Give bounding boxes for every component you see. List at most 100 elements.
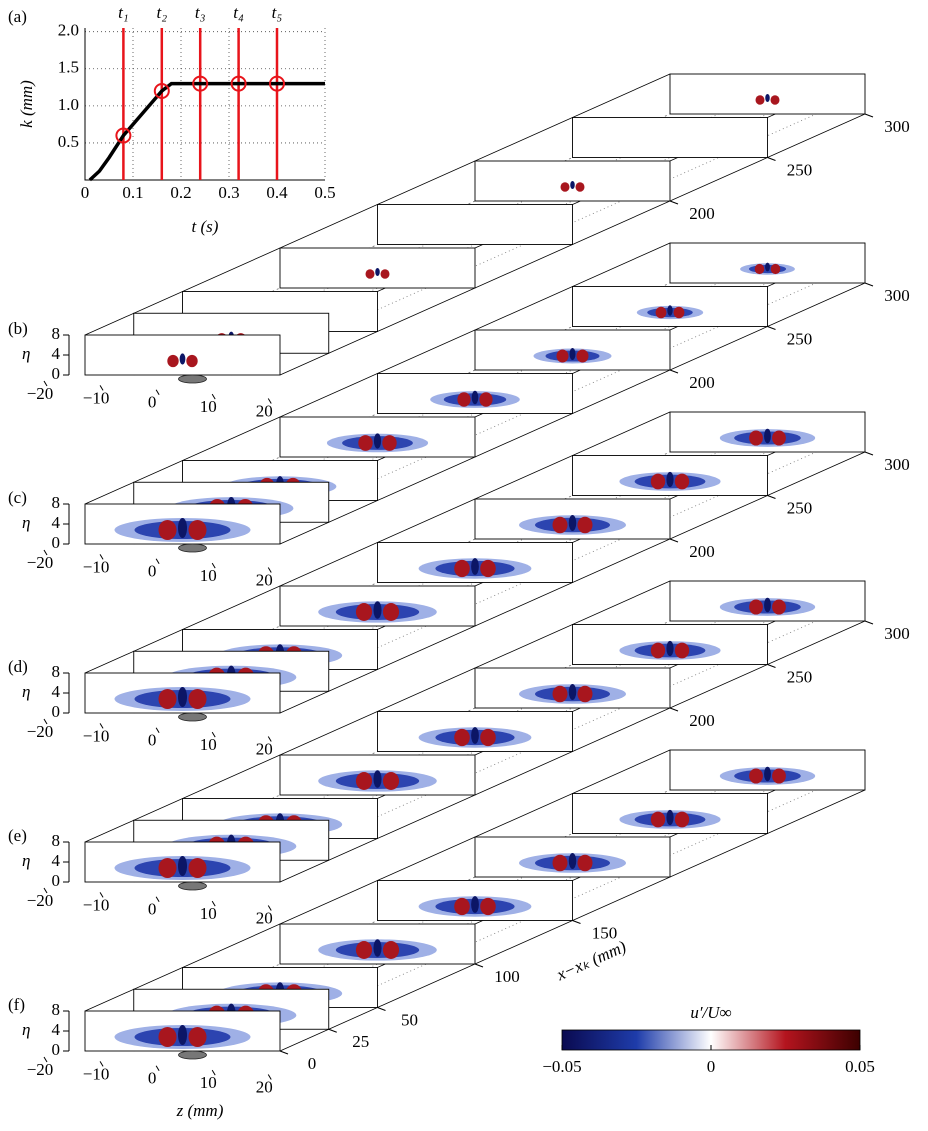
contour-blob xyxy=(755,264,765,274)
contour-blob xyxy=(651,812,665,828)
x-tick-label: 250 xyxy=(787,498,813,517)
eta-tick-label: 0 xyxy=(52,871,61,890)
z-tick-label: −20 xyxy=(27,722,54,741)
x-tick xyxy=(768,158,776,161)
x-tick-label: 200 xyxy=(689,373,715,392)
z-tick-label: 0 xyxy=(148,393,157,412)
contour-blob xyxy=(765,263,770,272)
eta-tick-label: 0 xyxy=(52,1040,61,1059)
y-tick-label: 1.0 xyxy=(58,95,79,114)
x-axis-label: t (s) xyxy=(192,217,219,236)
eta-tick-label: 8 xyxy=(52,493,61,512)
x-tick-label: 0 xyxy=(81,183,90,202)
x-tick xyxy=(865,621,873,624)
contour-blob xyxy=(189,689,207,709)
x-tick-label: 300 xyxy=(884,624,910,643)
contour-blob xyxy=(772,599,786,614)
x-tick xyxy=(865,283,873,286)
eta-label: η xyxy=(22,344,30,363)
x-tick xyxy=(670,370,678,373)
contour-blob xyxy=(480,898,496,915)
z-tick-label: 20 xyxy=(256,739,273,758)
x-tick-label: 100 xyxy=(494,967,520,986)
contour-blob xyxy=(578,517,593,534)
x-tick-label: 0.4 xyxy=(266,183,288,202)
contour-blob xyxy=(749,768,763,783)
contour-blob xyxy=(454,560,470,577)
eta-tick-label: 8 xyxy=(52,324,61,343)
contour-blob xyxy=(764,598,771,612)
z-tick-label: 10 xyxy=(200,1073,217,1092)
eta-tick-label: 8 xyxy=(52,1000,61,1019)
x-tick xyxy=(670,201,678,204)
panel-label: (c) xyxy=(8,488,27,507)
roughness-element xyxy=(179,1051,207,1059)
contour-blob xyxy=(675,643,689,659)
z-tick-label: 20 xyxy=(256,1077,273,1096)
panel-label: (f) xyxy=(8,995,25,1014)
contour-blob xyxy=(358,435,372,451)
x-tick-label: 250 xyxy=(787,667,813,686)
eta-tick-label: 4 xyxy=(52,344,61,363)
z-tick xyxy=(156,559,159,564)
z-tick xyxy=(156,728,159,733)
contour-blob xyxy=(764,429,771,443)
contour-blob xyxy=(382,435,396,451)
eta-label: η xyxy=(22,1020,30,1039)
contour-blob xyxy=(178,1025,187,1045)
z-tick-label: 10 xyxy=(200,735,217,754)
y-tick-label: 2.0 xyxy=(58,21,79,40)
contour-blob xyxy=(667,305,672,315)
y-tick-label: 1.5 xyxy=(58,58,79,77)
z-tick-label: −10 xyxy=(83,895,110,914)
contour-blob xyxy=(356,941,372,959)
x-tick-label: 200 xyxy=(689,204,715,223)
contour-blob xyxy=(578,855,593,872)
contour-blob xyxy=(454,898,470,915)
contour-blob xyxy=(356,603,372,621)
z-tick-label: −10 xyxy=(83,726,110,745)
contour-blob xyxy=(675,474,689,490)
k-curve xyxy=(90,84,325,180)
contour-blob xyxy=(159,858,177,878)
colorbar-tick-label: 0.05 xyxy=(845,1057,875,1076)
eta-tick-label: 4 xyxy=(52,682,61,701)
contour-blob xyxy=(457,392,470,406)
contour-blob xyxy=(764,767,771,781)
contour-blob xyxy=(180,353,186,364)
time-label: t₃ xyxy=(195,3,206,22)
time-label: t₅ xyxy=(272,3,283,22)
contour-blob xyxy=(479,392,492,406)
contour-blob xyxy=(178,518,187,538)
eta-tick-label: 8 xyxy=(52,831,61,850)
contour-blob xyxy=(454,729,470,746)
roughness-element xyxy=(179,544,207,552)
x-tick xyxy=(670,708,678,711)
z-tick-label: −10 xyxy=(83,1064,110,1083)
z-tick-label: 10 xyxy=(200,904,217,923)
x-tick xyxy=(768,496,776,499)
streamwise-axis-label: x−xₖ (mm) xyxy=(553,937,629,985)
x-tick xyxy=(670,539,678,542)
z-tick-label: 0 xyxy=(148,562,157,581)
contour-blob xyxy=(383,772,399,790)
contour-blob xyxy=(561,182,570,192)
plane xyxy=(378,205,573,245)
panel-label: (e) xyxy=(8,826,27,845)
contour-blob xyxy=(576,182,585,192)
x-tick-label: 0 xyxy=(308,1054,317,1073)
contour-blob xyxy=(553,686,568,703)
x-tick xyxy=(573,921,581,924)
contour-blob xyxy=(675,812,689,828)
contour-blob xyxy=(189,1027,207,1047)
contour-blob xyxy=(651,643,665,659)
z-tick-label: 20 xyxy=(256,570,273,589)
x-tick xyxy=(280,1051,288,1054)
x-tick-label: 25 xyxy=(352,1032,369,1051)
z-tick-label: −10 xyxy=(83,557,110,576)
z-tick-label: −20 xyxy=(27,1060,54,1079)
contour-blob xyxy=(656,307,667,319)
contour-blob xyxy=(381,269,390,279)
x-tick-label: 300 xyxy=(884,286,910,305)
x-tick xyxy=(329,1029,337,1032)
